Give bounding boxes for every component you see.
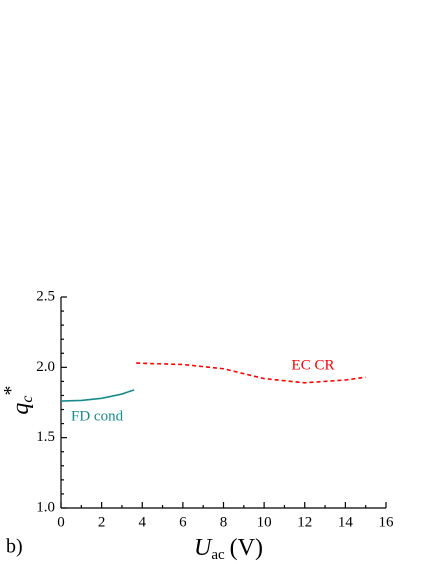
x-tick-label: 14: [338, 514, 354, 530]
series-line: [136, 362, 366, 384]
x-tick-label: 2: [98, 514, 106, 530]
x-tick-label: 10: [257, 514, 272, 530]
y-axis-title: qc*: [0, 385, 36, 414]
x-title-rest: (V): [230, 535, 263, 561]
x-tick-label: 8: [220, 514, 228, 530]
x-tick-label: 12: [297, 514, 312, 530]
y-tick-label: 1.5: [36, 429, 55, 445]
x-tick-label: 4: [139, 514, 147, 530]
series-label: EC CR: [292, 357, 335, 373]
x-tick-label: 0: [57, 514, 65, 530]
y-tick-label: 2.5: [36, 288, 55, 304]
panel-label: b): [6, 536, 23, 558]
y-tick-label: 1.0: [36, 499, 55, 515]
x-title-sub: ac: [211, 547, 225, 563]
y-title-sup: *: [0, 385, 22, 395]
y-title-base: q: [8, 403, 34, 415]
y-title-sub: c: [19, 395, 36, 402]
x-axis-title: Uac (V): [194, 535, 263, 564]
x-title-base: U: [194, 535, 213, 561]
series-line: [60, 389, 135, 402]
y-tick-label: 2.0: [36, 359, 55, 375]
series-label: FD cond: [71, 408, 124, 424]
x-tick-label: 6: [179, 514, 187, 530]
x-tick-label: 16: [379, 514, 395, 530]
